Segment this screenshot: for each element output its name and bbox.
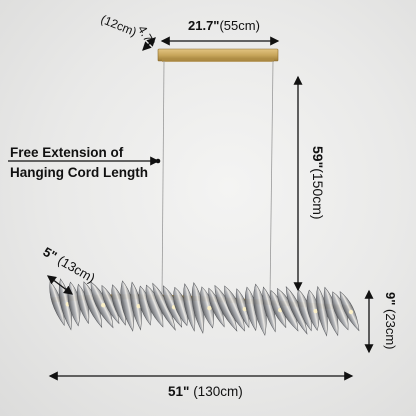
body-height-cm: (23cm) bbox=[383, 309, 398, 350]
cord-length-label: 59"(150cm) bbox=[310, 146, 326, 220]
light-bulb bbox=[313, 308, 318, 314]
crystal bbox=[306, 289, 320, 331]
crystal-strands bbox=[49, 278, 360, 337]
crystal-depth-line bbox=[46, 275, 74, 295]
light-bulb bbox=[101, 303, 106, 308]
crystal bbox=[277, 287, 299, 332]
canopy-length-inch: 21.7" bbox=[188, 18, 220, 33]
hanging-cords bbox=[161, 60, 274, 301]
crystal bbox=[253, 283, 267, 336]
crystal bbox=[120, 280, 135, 332]
crystal bbox=[214, 284, 238, 332]
body-height-label: 9" (23cm) bbox=[383, 292, 398, 349]
cord-length-cm: (150cm) bbox=[310, 168, 326, 220]
crystal bbox=[262, 286, 276, 333]
canopy-length-label: 21.7"(55cm) bbox=[188, 18, 260, 33]
crystal bbox=[173, 286, 188, 327]
crystal bbox=[101, 284, 120, 325]
crystal bbox=[130, 281, 142, 331]
cord-extension-note-line2: Hanging Cord Length bbox=[10, 165, 148, 180]
dimension-lines bbox=[8, 36, 374, 381]
light-bulb bbox=[136, 303, 141, 309]
body-length-label: 51" (130cm) bbox=[168, 384, 243, 399]
crystal bbox=[285, 286, 308, 335]
body-height-inch: 9" bbox=[383, 292, 398, 306]
cord-extension-note-line1: Free Extension of bbox=[10, 145, 124, 160]
crystal bbox=[152, 282, 176, 331]
body-length-inch: 51" bbox=[168, 384, 190, 399]
crystal bbox=[297, 288, 312, 332]
crystal bbox=[183, 283, 196, 332]
crystal bbox=[224, 285, 245, 332]
body-length-cm: (130cm) bbox=[193, 384, 243, 399]
cord-length-inch: 59" bbox=[310, 146, 326, 169]
crystal bbox=[316, 285, 328, 337]
canopy bbox=[157, 48, 279, 62]
canopy-length-cm: (55cm) bbox=[219, 18, 260, 33]
canopy-width-line bbox=[142, 37, 156, 51]
crystal bbox=[235, 288, 250, 329]
light-bulb bbox=[348, 309, 354, 315]
crystal bbox=[244, 286, 258, 332]
light-bulb bbox=[207, 305, 212, 311]
crystal bbox=[111, 284, 126, 326]
